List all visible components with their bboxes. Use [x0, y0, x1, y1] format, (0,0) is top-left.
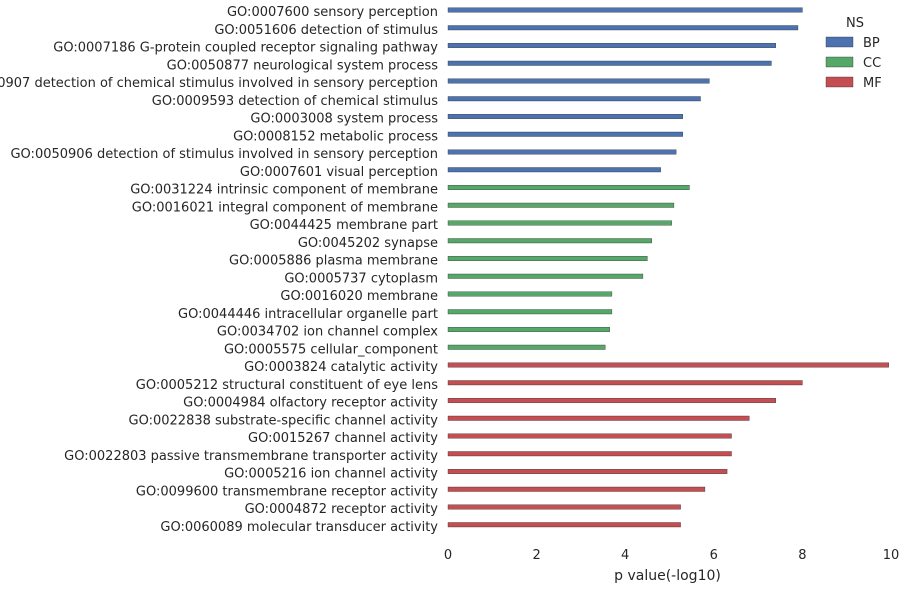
legend-title: NS — [846, 16, 864, 31]
x-tick-label: 0 — [444, 548, 452, 563]
bar-mf-go-0004984 — [447, 398, 776, 403]
bar-mf-go-0005212 — [447, 380, 803, 386]
category-label: GO:0051606 detection of stimulus — [214, 23, 438, 38]
bar-bp-go-0050877 — [447, 60, 772, 66]
category-label: GO:0007600 sensory perception — [227, 5, 438, 20]
category-label: GO:0044425 membrane part — [250, 218, 438, 233]
category-label: GO:0022803 passive transmembrane transpo… — [64, 449, 438, 464]
category-label: GO:0050906 detection of stimulus involve… — [10, 147, 438, 162]
bar-cc-go-0031224 — [447, 185, 690, 190]
bar-cc-go-0005575 — [447, 344, 606, 350]
bar-mf-go-0099600 — [447, 486, 706, 492]
category-label: GO:0050907 detection of chemical stimulu… — [0, 76, 438, 91]
bar-bp-go-0008152 — [447, 131, 683, 137]
category-labels-group: GO:0007600 sensory perception GO:0051606 … — [0, 5, 438, 535]
legend: NS BP CC MF — [825, 16, 882, 91]
legend-label-mf: MF — [863, 76, 882, 91]
category-label: GO:0009593 detection of chemical stimulu… — [152, 94, 438, 109]
category-label: GO:0005575 cellular_component — [224, 342, 438, 357]
bar-cc-go-0034702 — [447, 327, 610, 332]
category-label: GO:0004984 olfactory receptor activity — [183, 396, 438, 411]
bar-cc-go-0044425 — [447, 220, 672, 226]
category-label: GO:0003008 system process — [250, 112, 438, 127]
category-label: GO:0031224 intrinsic component of membra… — [130, 183, 438, 198]
bar-mf-go-0022838 — [447, 415, 750, 421]
x-tick-label: 8 — [798, 548, 806, 563]
legend-label-cc: CC — [863, 56, 881, 71]
bar-mf-go-0015267 — [447, 433, 732, 439]
bar-bp-go-0007601 — [447, 167, 661, 173]
bar-cc-go-0044446 — [447, 309, 613, 315]
legend-swatch-bp — [825, 36, 854, 48]
bar-bp-go-0007600 — [447, 7, 803, 13]
category-label: GO:0099600 transmembrane receptor activi… — [136, 484, 438, 499]
category-label: GO:0005737 cytoplasm — [284, 271, 438, 286]
bar-cc-go-0016021 — [447, 202, 675, 208]
category-label: GO:0004872 receptor activity — [245, 502, 439, 517]
bar-cc-go-0045202 — [447, 238, 652, 244]
bar-bp-go-0050906 — [447, 149, 677, 155]
bar-mf-go-0005216 — [447, 469, 728, 474]
legend-label-bp: BP — [863, 36, 880, 51]
bar-mf-go-0060089 — [447, 522, 681, 528]
category-label: GO:0016021 integral component of membran… — [132, 200, 438, 215]
x-tick-label: 6 — [710, 548, 718, 563]
bar-mf-go-0022803 — [447, 451, 732, 457]
legend-swatch-mf — [825, 76, 854, 88]
category-label: GO:0007601 visual perception — [240, 165, 438, 180]
bar-cc-go-0016020 — [447, 291, 613, 297]
bar-bp-go-0003008 — [447, 114, 683, 119]
x-tick-label: 2 — [532, 548, 540, 563]
bar-bp-go-0007186 — [447, 43, 776, 48]
legend-swatch-cc — [825, 56, 854, 68]
bar-bp-go-0050907 — [447, 78, 710, 84]
category-label: GO:0016020 membrane — [280, 289, 438, 304]
category-label: GO:0015267 channel activity — [248, 431, 438, 446]
category-label: GO:0007186 G-protein coupled receptor si… — [53, 41, 438, 56]
category-label: GO:0044446 intracellular organelle part — [178, 307, 438, 322]
category-label: GO:0034702 ion channel complex — [217, 325, 438, 340]
category-label: GO:0005212 structural constituent of eye… — [136, 378, 438, 393]
category-label: GO:0005216 ion channel activity — [224, 467, 438, 482]
x-tick-label: 10 — [883, 548, 900, 563]
bar-bp-go-0009593 — [447, 96, 701, 102]
bar-bp-go-0051606 — [447, 25, 799, 31]
category-label: GO:0022838 substrate-specific channel ac… — [129, 413, 439, 428]
category-label: GO:0045202 synapse — [298, 236, 438, 251]
bar-cc-go-0005886 — [447, 256, 648, 261]
category-label: GO:0003824 catalytic activity — [244, 360, 438, 375]
category-label: GO:0008152 metabolic process — [233, 129, 438, 144]
category-label: GO:0060089 molecular transducer activity — [160, 520, 438, 535]
bars-group — [447, 7, 889, 528]
bar-cc-go-0005737 — [447, 273, 644, 279]
bar-mf-go-0004872 — [447, 504, 681, 510]
x-axis-ticks: 0 2 4 6 8 10 — [444, 548, 899, 563]
category-label: GO:0005886 plasma membrane — [229, 254, 438, 269]
category-label: GO:0050877 neurological system process — [167, 58, 439, 73]
bar-mf-go-0003824 — [447, 362, 889, 368]
x-axis-label: p value(-log10) — [614, 568, 721, 584]
x-tick-label: 4 — [621, 548, 629, 563]
